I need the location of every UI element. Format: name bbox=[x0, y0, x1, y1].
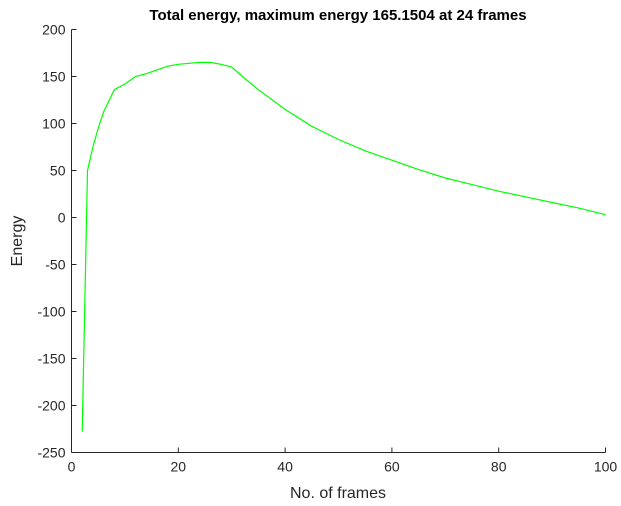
chart-title: Total energy, maximum energy 165.1504 at… bbox=[149, 7, 526, 24]
x-tick-label: 20 bbox=[171, 459, 187, 475]
x-tick-label: 40 bbox=[277, 459, 293, 475]
y-tick-label: -250 bbox=[37, 445, 65, 461]
y-axis: -250 -200 -150 -100 -50 0 50 100 150 200 bbox=[37, 22, 77, 461]
y-tick-label: 150 bbox=[42, 69, 66, 85]
energy-series-line bbox=[81, 61, 606, 432]
y-axis-label: Energy bbox=[9, 216, 26, 267]
y-tick-label: 0 bbox=[58, 210, 66, 226]
y-tick-label: 50 bbox=[50, 163, 66, 179]
y-tick-label: -150 bbox=[37, 351, 65, 367]
x-tick-label: 0 bbox=[68, 459, 76, 475]
y-tick-label: -100 bbox=[37, 304, 65, 320]
x-tick-label: 60 bbox=[384, 459, 400, 475]
x-tick-label: 100 bbox=[594, 459, 618, 475]
series-group bbox=[81, 61, 606, 432]
x-tick-label: 80 bbox=[491, 459, 507, 475]
y-tick-label: -50 bbox=[45, 257, 65, 273]
y-tick-label: -200 bbox=[37, 398, 65, 414]
x-axis: 0 20 40 60 80 100 bbox=[68, 447, 618, 475]
x-axis-label: No. of frames bbox=[290, 485, 386, 502]
y-tick-label: 200 bbox=[42, 22, 66, 38]
y-tick-label: 100 bbox=[42, 116, 66, 132]
